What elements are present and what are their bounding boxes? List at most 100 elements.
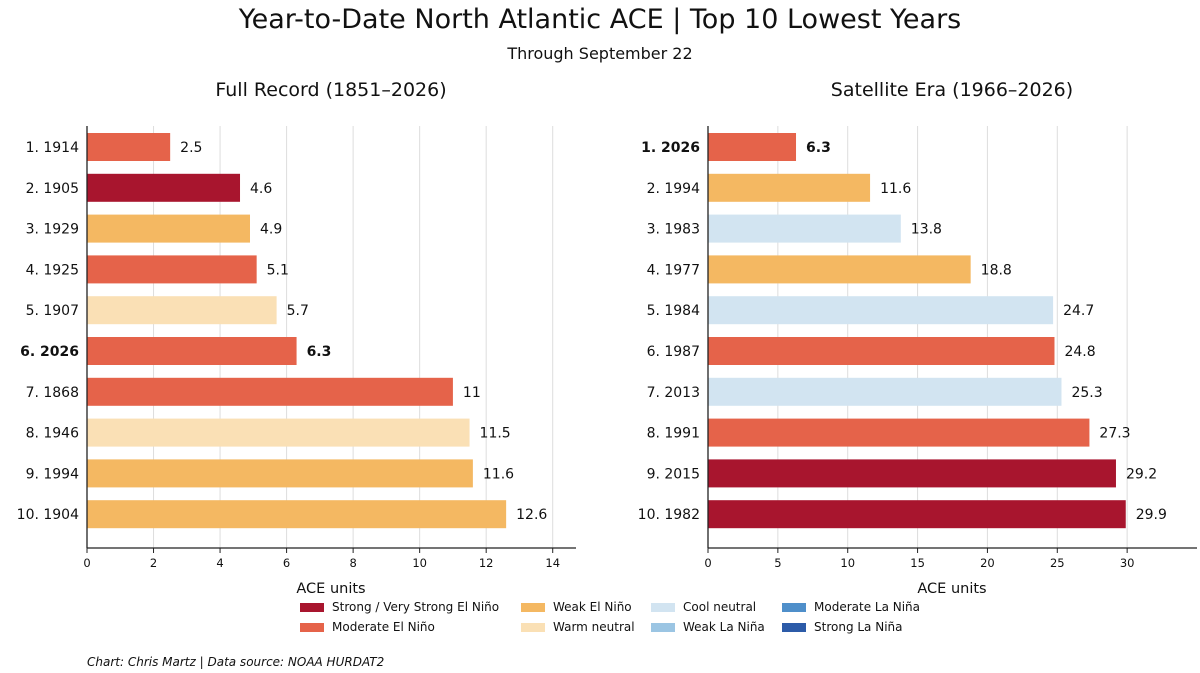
bar-value-label: 29.9 <box>1136 507 1167 523</box>
bar-category-label: 10. 1904 <box>17 507 79 523</box>
x-tick-label: 8 <box>349 556 356 570</box>
legend-item: Moderate El Niño <box>300 620 435 634</box>
chart-subtitle: Through September 22 <box>507 44 693 63</box>
bar <box>708 133 797 161</box>
x-tick-label: 30 <box>1120 556 1135 570</box>
chart-credit: Chart: Chris Martz | Data source: NOAA H… <box>87 655 385 669</box>
bar-category-label: 5. 1984 <box>647 303 701 319</box>
legend-item: Cool neutral <box>651 600 756 614</box>
legend-item: Warm neutral <box>521 620 635 634</box>
legend-swatch <box>651 622 675 632</box>
legend-swatch <box>782 622 806 632</box>
bar-value-label: 6.3 <box>307 344 332 360</box>
panel-title: Satellite Era (1966–2026) <box>831 79 1073 101</box>
legend-swatch <box>521 602 545 612</box>
bar-category-label: 7. 1868 <box>26 385 79 401</box>
legend-label: Cool neutral <box>683 600 757 614</box>
legend-swatch <box>521 622 545 632</box>
bar-value-label: 2.5 <box>180 140 202 156</box>
bar <box>708 418 1090 447</box>
bar <box>87 459 473 488</box>
legend-item: Weak El Niño <box>521 600 632 614</box>
bar-category-label: 8. 1991 <box>647 426 700 442</box>
x-tick-label: 20 <box>980 556 995 570</box>
bar-value-label: 29.2 <box>1126 466 1157 482</box>
x-axis-label: ACE units <box>296 581 365 597</box>
bar-category-label: 6. 1987 <box>647 344 700 360</box>
bar-value-label: 12.6 <box>516 507 547 523</box>
bar <box>87 500 507 529</box>
bar-category-label: 6. 2026 <box>20 344 79 360</box>
bar-category-label: 3. 1983 <box>647 222 700 238</box>
bar-category-label: 4. 1977 <box>647 262 700 278</box>
legend-item: Strong La Niña <box>782 620 903 634</box>
bar <box>87 296 277 325</box>
bar-value-label: 4.9 <box>260 222 282 238</box>
x-tick-label: 6 <box>283 556 290 570</box>
bar-category-label: 2. 1905 <box>26 181 79 197</box>
bar-value-label: 4.6 <box>250 181 272 197</box>
legend-item: Weak La Niña <box>651 620 765 634</box>
bar <box>87 214 250 243</box>
chart-title: Year-to-Date North Atlantic ACE | Top 10… <box>238 4 962 35</box>
bar-value-label: 11.6 <box>483 466 514 482</box>
legend-label: Weak El Niño <box>553 600 632 614</box>
bar <box>708 255 971 284</box>
legend-label: Moderate El Niño <box>332 620 435 634</box>
bar-category-label: 9. 2015 <box>647 466 700 482</box>
bar-value-label: 24.8 <box>1064 344 1095 360</box>
panel-title: Full Record (1851–2026) <box>215 79 446 101</box>
bar-value-label: 11 <box>463 385 481 401</box>
legend-label: Moderate La Niña <box>814 600 921 614</box>
bar-value-label: 11.5 <box>480 426 511 442</box>
bar-category-label: 4. 1925 <box>26 262 79 278</box>
x-tick-label: 14 <box>545 556 560 570</box>
bar-category-label: 2. 1994 <box>647 181 701 197</box>
legend-item: Strong / Very Strong El Niño <box>300 600 499 614</box>
x-tick-label: 0 <box>704 556 711 570</box>
bar <box>87 337 297 365</box>
x-tick-label: 0 <box>83 556 90 570</box>
bar-value-label: 6.3 <box>806 140 831 156</box>
legend-swatch <box>300 622 324 632</box>
bar-category-label: 1. 2026 <box>641 140 700 156</box>
bar <box>708 377 1062 406</box>
bar-value-label: 27.3 <box>1099 426 1130 442</box>
legend-label: Strong La Niña <box>814 620 903 634</box>
x-tick-label: 15 <box>910 556 925 570</box>
bar-category-label: 8. 1946 <box>26 426 80 442</box>
bar <box>87 418 470 447</box>
bar <box>87 173 241 202</box>
bar <box>708 214 901 243</box>
legend-label: Warm neutral <box>553 620 635 634</box>
legend-label: Weak La Niña <box>683 620 765 634</box>
x-tick-label: 12 <box>479 556 494 570</box>
x-tick-label: 4 <box>216 556 223 570</box>
bar <box>87 133 171 161</box>
bar <box>87 377 453 406</box>
x-tick-label: 2 <box>150 556 157 570</box>
bar-value-label: 5.1 <box>267 262 289 278</box>
legend-swatch <box>300 602 324 612</box>
x-axis-label: ACE units <box>917 581 986 597</box>
bar-category-label: 10. 1982 <box>638 507 700 523</box>
bar <box>708 500 1126 529</box>
bar <box>708 459 1116 488</box>
bar-value-label: 5.7 <box>287 303 309 319</box>
legend-swatch <box>782 602 806 612</box>
bar <box>708 337 1055 365</box>
x-tick-label: 10 <box>412 556 427 570</box>
bar-value-label: 11.6 <box>880 181 911 197</box>
legend-item: Moderate La Niña <box>782 600 920 614</box>
bar-category-label: 7. 2013 <box>647 385 700 401</box>
legend-swatch <box>651 602 675 612</box>
bar <box>708 296 1054 325</box>
bar-category-label: 1. 1914 <box>26 140 80 156</box>
x-tick-label: 25 <box>1050 556 1065 570</box>
x-tick-label: 5 <box>774 556 781 570</box>
bar-category-label: 5. 1907 <box>26 303 79 319</box>
bar-value-label: 13.8 <box>911 222 942 238</box>
bar-value-label: 25.3 <box>1071 385 1102 401</box>
legend-label: Strong / Very Strong El Niño <box>332 600 500 614</box>
